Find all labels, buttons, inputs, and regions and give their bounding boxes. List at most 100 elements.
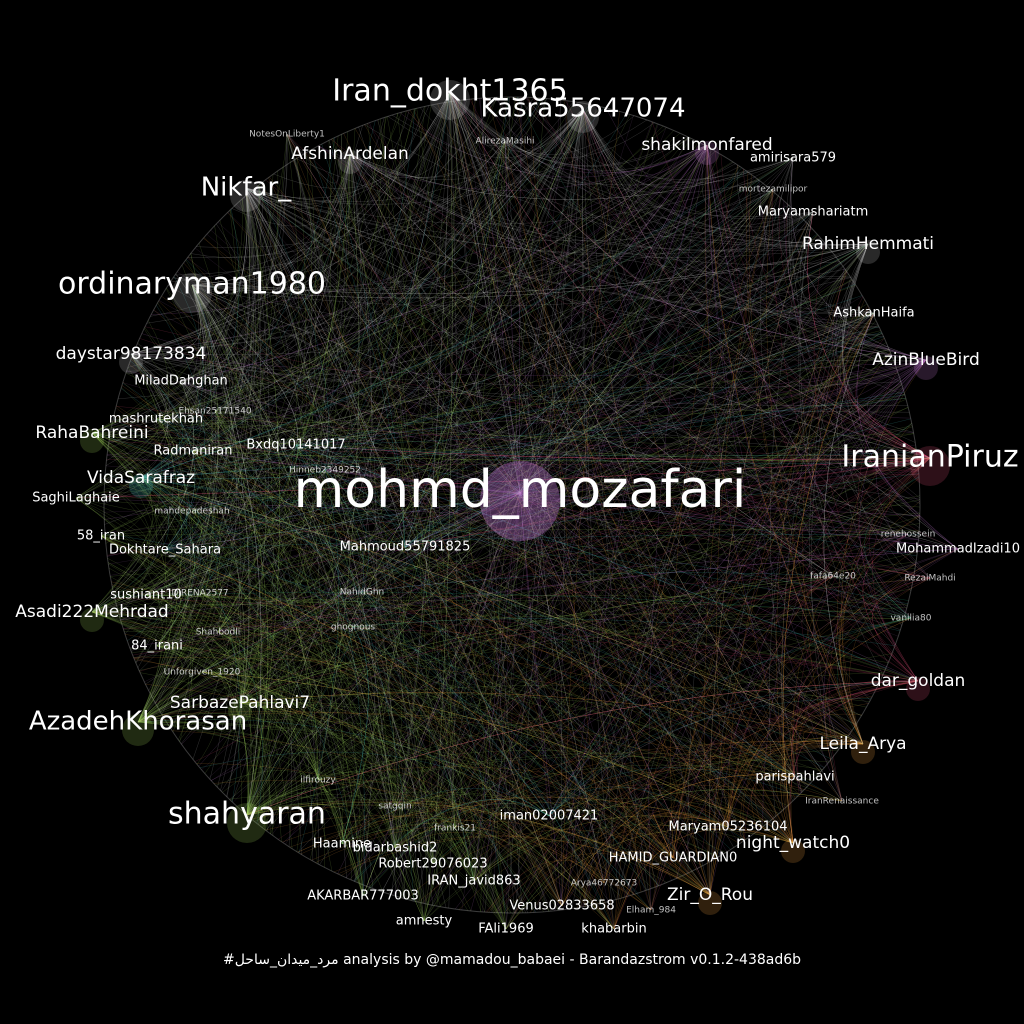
edge: [712, 359, 927, 860]
edge: [473, 492, 521, 882]
edge: [130, 353, 609, 902]
edge: [245, 119, 648, 205]
edge: [525, 97, 869, 245]
edge: [423, 824, 746, 922]
edge: [245, 187, 888, 347]
edge: [180, 380, 527, 913]
edge: [156, 645, 843, 802]
edge: [140, 477, 252, 816]
node-label-fafa64e20: fafa64e20: [810, 572, 856, 582]
edge: [841, 243, 918, 463]
edge: [140, 477, 864, 745]
edge: [362, 447, 917, 897]
edge: [532, 97, 931, 459]
edge: [317, 778, 425, 922]
edge: [295, 331, 882, 446]
edge: [449, 91, 691, 167]
edge: [245, 187, 434, 865]
edge: [317, 758, 550, 817]
edge: [214, 153, 351, 412]
edge: [582, 108, 959, 550]
edge: [191, 284, 262, 816]
edge: [137, 170, 279, 723]
edge: [91, 187, 247, 434]
edge: [386, 116, 507, 930]
edge: [217, 140, 506, 633]
edge: [832, 272, 931, 459]
edge: [780, 299, 865, 844]
edge: [214, 108, 584, 412]
edge: [529, 743, 864, 913]
edge: [137, 97, 498, 723]
edge: [582, 108, 652, 911]
edge: [191, 269, 846, 307]
edge: [75, 320, 169, 499]
edge: [135, 187, 251, 664]
edge: [404, 180, 761, 548]
edge: [716, 191, 774, 828]
edge: [172, 243, 869, 295]
node-label-unforgiven-1920: Unforgiven_1920: [164, 668, 241, 678]
edge: [519, 144, 708, 494]
edge: [519, 492, 920, 516]
edge: [155, 418, 550, 817]
edge: [123, 626, 919, 682]
edge: [349, 359, 927, 880]
edge: [413, 108, 794, 844]
edge: [395, 492, 521, 897]
edge: [239, 499, 921, 704]
edge: [842, 296, 931, 459]
edge: [91, 312, 875, 613]
edge: [236, 204, 521, 494]
edge: [807, 211, 931, 459]
edge: [813, 242, 919, 682]
edge: [201, 671, 615, 930]
edge: [191, 510, 486, 913]
edge: [391, 114, 794, 186]
edge: [164, 549, 711, 896]
node-label-parispahlavi: parispahlavi: [755, 770, 834, 785]
edge: [449, 91, 813, 232]
edge: [245, 187, 830, 762]
edge: [191, 100, 459, 286]
edge: [349, 153, 850, 278]
hub-zir-o-rou: [698, 891, 722, 915]
edge: [122, 382, 180, 479]
edge: [130, 353, 920, 500]
hub-nikfar: [230, 180, 262, 212]
edge: [168, 284, 223, 313]
edge: [173, 243, 869, 294]
edge: [140, 91, 451, 479]
edge: [196, 108, 584, 248]
edge: [449, 91, 584, 152]
edge: [137, 110, 407, 723]
edge: [582, 108, 909, 535]
edge: [137, 721, 408, 900]
edge: [246, 563, 916, 816]
edge: [139, 672, 475, 882]
edge: [856, 312, 959, 550]
edge: [191, 284, 434, 865]
edge: [91, 611, 364, 897]
edge: [519, 209, 795, 494]
edge: [349, 153, 617, 900]
edge: [692, 809, 729, 896]
edge: [469, 99, 834, 577]
edge: [404, 473, 919, 548]
edge: [192, 450, 319, 781]
edge: [354, 128, 794, 844]
edge: [155, 418, 326, 471]
edge: [91, 611, 809, 786]
node-label-ehsan25171540: Ehsan25171540: [178, 407, 251, 417]
node-label-nikfar: Nikfar_: [201, 173, 293, 203]
edge: [740, 740, 864, 843]
edge: [432, 653, 893, 865]
edge: [582, 108, 711, 896]
edge: [341, 457, 931, 845]
edge: [548, 359, 927, 817]
edge: [75, 284, 200, 499]
edge: [217, 222, 521, 494]
edge: [155, 284, 219, 704]
edge: [239, 702, 784, 811]
edge: [349, 126, 375, 188]
